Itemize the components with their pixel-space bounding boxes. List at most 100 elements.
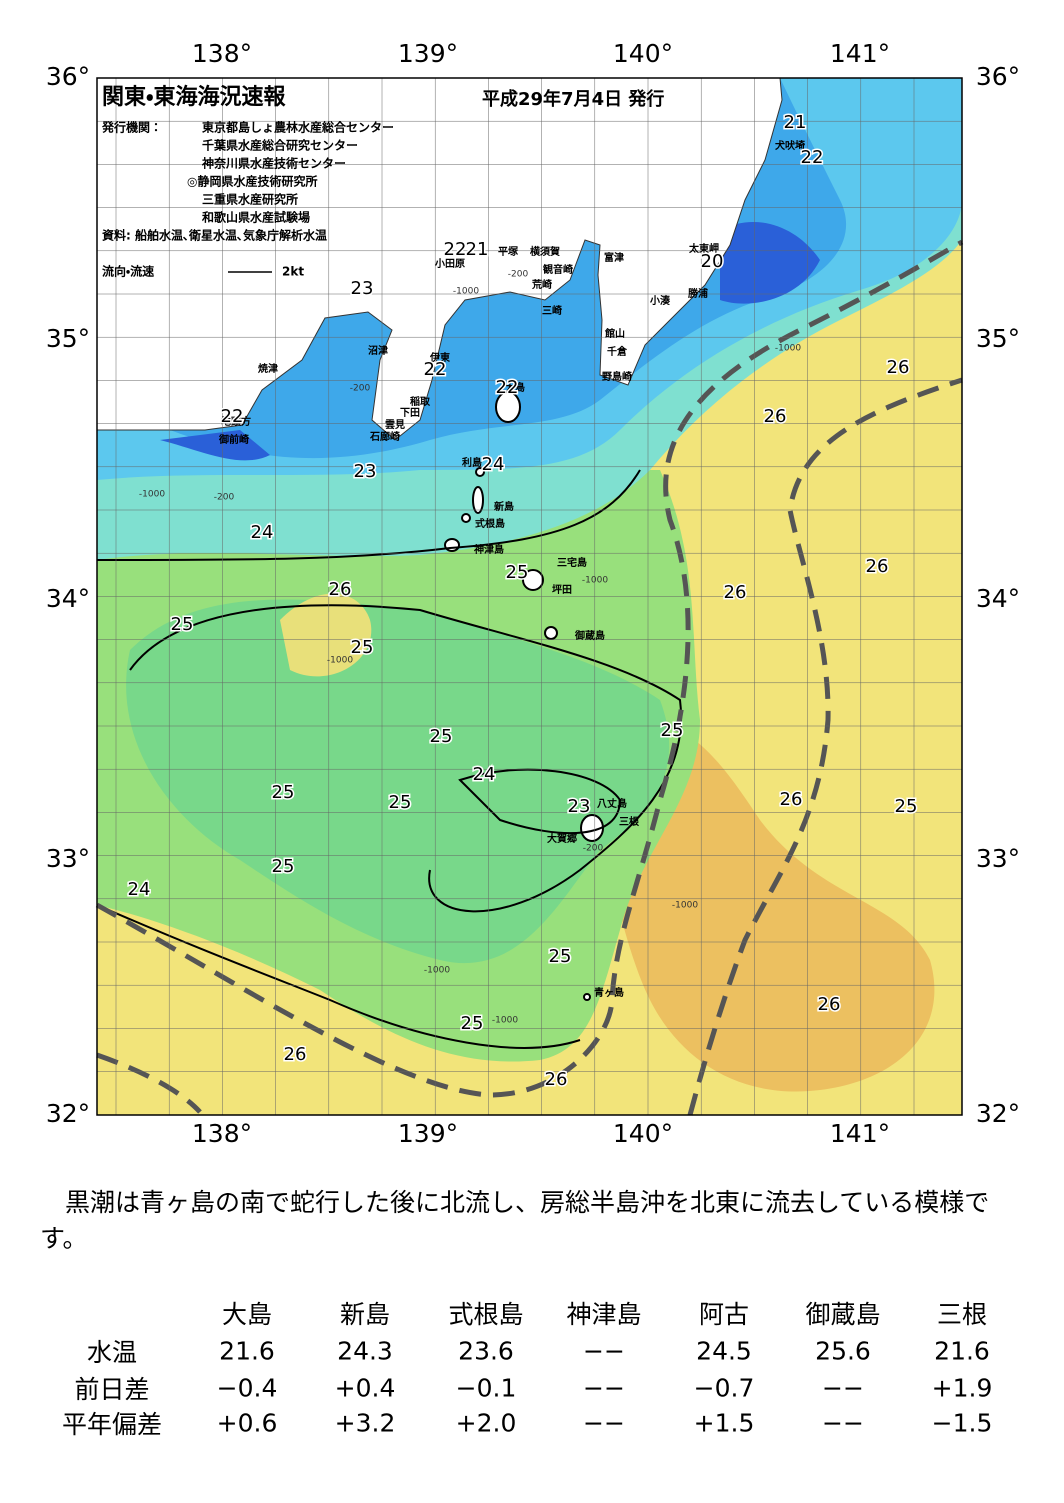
table-value: +0.4 xyxy=(334,1373,396,1403)
isotherm-label: 24 xyxy=(473,764,496,785)
row-label: 平年偏差 xyxy=(61,1410,163,1439)
islands xyxy=(444,391,604,1001)
latitude-label: 34° xyxy=(976,584,1020,613)
depth-label: -1000 xyxy=(424,966,450,976)
table-value: −− xyxy=(583,1373,625,1403)
publisher: 三重県水産研究所 xyxy=(202,192,298,207)
cold-water xyxy=(160,221,820,461)
place-name: 地頭方 xyxy=(221,415,251,428)
latitude-label: 32° xyxy=(46,1099,90,1128)
isotherm-label: 26 xyxy=(764,406,787,427)
table-value: 21.6 xyxy=(934,1336,990,1366)
table-value: 23.6 xyxy=(458,1336,514,1366)
isotherm-label: 24 xyxy=(251,522,274,543)
place-name: 大島 xyxy=(505,381,525,394)
place-name: 平塚 xyxy=(498,245,519,258)
place-name: 下田 xyxy=(400,407,420,419)
place-name: 小湊 xyxy=(649,294,671,307)
isotherm-label: 25 xyxy=(272,782,295,803)
publisher-label: 発行機関： xyxy=(101,120,162,135)
isotherm-label: 24 xyxy=(128,879,151,900)
place-name: 館山 xyxy=(604,327,625,340)
isotherm-label: 25 xyxy=(461,1013,484,1034)
isotherm-label: 26 xyxy=(329,579,352,600)
cooler-green-water xyxy=(126,599,670,964)
isotherm-label: 26 xyxy=(780,789,803,810)
publisher: 和歌山県水産試験場 xyxy=(201,210,310,225)
place-name: 小田原 xyxy=(434,257,465,270)
longitude-label: 138° xyxy=(192,1119,252,1148)
isotherm-label: 21 xyxy=(466,239,489,260)
land xyxy=(96,77,783,441)
station-header: 新島 xyxy=(339,1300,391,1329)
isotherm-label: 22 xyxy=(221,406,244,427)
place-name: 式根島 xyxy=(475,517,505,530)
sst-map: 関東・東海海況速報 平成29年7月4日 発行 発行機関： 資料: 船舶水温､衛星… xyxy=(46,39,1020,1148)
isotherm-label: 22 xyxy=(444,239,467,260)
graticule xyxy=(97,78,962,1116)
place-name: 神津島 xyxy=(473,543,504,556)
latitude-label: 32° xyxy=(976,1099,1020,1128)
isotherm-label: 23 xyxy=(568,796,591,817)
place-name: 野島崎 xyxy=(602,370,632,383)
isotherm-label: 22 xyxy=(801,147,824,168)
depth-label: -1000 xyxy=(453,287,479,297)
place-name: 伊東 xyxy=(429,351,450,364)
isotherm-label: 26 xyxy=(818,994,841,1015)
isotherm-label: 23 xyxy=(354,461,377,482)
place-name: 雲見 xyxy=(385,419,405,431)
station-header: 阿古 xyxy=(698,1300,750,1329)
map-title: 関東・東海海況速報 xyxy=(102,84,286,110)
table-value: +3.2 xyxy=(334,1408,396,1438)
depth-label: -1000 xyxy=(327,656,353,666)
longitude-label: 140° xyxy=(613,39,673,68)
isotherm-label: 25 xyxy=(351,637,374,658)
isotherms xyxy=(96,469,683,1049)
longitude-label: 140° xyxy=(613,1119,673,1148)
place-name: 三宅島 xyxy=(557,556,587,569)
isotherm-label: 26 xyxy=(724,582,747,603)
isotherm-label: 25 xyxy=(549,946,572,967)
latitude-label: 33° xyxy=(976,844,1020,873)
table-value: −0.1 xyxy=(455,1373,517,1403)
table-value: −0.4 xyxy=(216,1373,278,1403)
depth-label: -1000 xyxy=(492,1016,518,1026)
depth-label: -200 xyxy=(350,384,371,394)
place-name: 御蔵島 xyxy=(574,629,605,642)
place-name: 新島 xyxy=(493,500,514,513)
table-value: 21.6 xyxy=(219,1336,275,1366)
place-name: 焼津 xyxy=(258,362,278,375)
place-name: 勝浦 xyxy=(688,287,708,300)
table-value: +0.6 xyxy=(216,1408,278,1438)
latitude-label: 34° xyxy=(46,584,90,613)
map-frame xyxy=(96,77,963,1116)
place-name: 犬吠埼 xyxy=(775,139,805,152)
place-name: 横須賀 xyxy=(530,245,560,258)
place-name: 稲取 xyxy=(410,395,431,408)
isotherm-label: 25 xyxy=(661,720,684,741)
place-name: 沼津 xyxy=(368,344,388,357)
station-header: 神津島 xyxy=(566,1300,642,1329)
publisher: 千葉県水産総合研究センター xyxy=(202,138,358,153)
longitude-label: 141° xyxy=(830,39,890,68)
isotherm-label: 20 xyxy=(701,251,724,272)
station-header: 式根島 xyxy=(448,1300,524,1329)
place-name: 富津 xyxy=(604,251,624,264)
latitude-label: 36° xyxy=(46,62,90,91)
issue-date: 平成29年7月4日 発行 xyxy=(482,88,664,110)
table-value: −− xyxy=(583,1336,625,1366)
kuroshio-axis xyxy=(95,239,964,1116)
table-value: +1.5 xyxy=(693,1408,755,1438)
depth-label: -200 xyxy=(583,844,604,854)
place-name: 観音崎 xyxy=(543,263,573,276)
longitude-label: 141° xyxy=(830,1119,890,1148)
place-name: 荒崎 xyxy=(531,278,552,291)
table-value: 24.3 xyxy=(337,1336,393,1366)
place-name: 青ヶ島 xyxy=(594,986,624,999)
depth-label: -1000 xyxy=(582,576,608,586)
isotherm-label: 22 xyxy=(496,377,519,398)
depth-label: -200 xyxy=(214,493,235,503)
table-value: −1.5 xyxy=(931,1408,993,1438)
current-legend: 流向・流速 xyxy=(102,264,154,279)
